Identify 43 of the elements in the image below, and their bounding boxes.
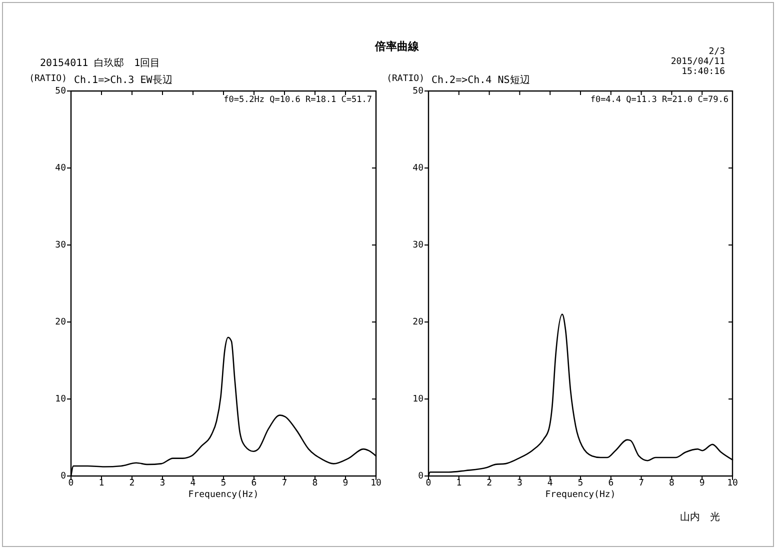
y-tick-label: 10 (55, 394, 66, 404)
y-tick-label: 50 (412, 86, 424, 96)
x-tick-label: 6 (251, 478, 257, 488)
y-tick-label: 40 (55, 163, 66, 174)
y-tick-label: 0 (418, 471, 424, 482)
x-tick-label: 0 (68, 478, 74, 488)
annotation: f0=5.2Hz Q=10.6 R=18.1 C=51.7 (224, 95, 372, 106)
text: 2015/04/11 (670, 57, 725, 68)
x-tick-label: 8 (312, 478, 318, 488)
x-tick-label: 9 (699, 478, 705, 488)
x-tick-label: 10 (727, 478, 738, 488)
x-axis-title: Frequency(Hz) (188, 490, 259, 500)
x-tick-label: 9 (342, 478, 348, 488)
text: 山内 光 (680, 510, 720, 523)
x-tick-label: 4 (190, 478, 196, 488)
x-tick-label: 7 (638, 478, 644, 488)
x-tick-label: 4 (547, 478, 553, 488)
y-axis-title: (RATIO) (29, 74, 67, 84)
x-tick-label: 2 (486, 478, 492, 488)
y-tick-label: 0 (60, 471, 66, 482)
y-tick-label: 30 (412, 240, 424, 250)
x-tick-label: 5 (578, 478, 584, 488)
text: 20154011 白玖邸 1回目 (40, 56, 160, 69)
x-axis-title: Frequency(Hz) (545, 490, 616, 500)
y-tick-label: 10 (412, 394, 424, 404)
annotation: f0=4.4 Q=11.3 R=21.0 C=79.6 (590, 95, 728, 106)
chart-title: Ch.1=>Ch.3 EW長辺 (74, 74, 172, 86)
x-tick-label: 3 (516, 478, 522, 488)
chart-title: Ch.2=>Ch.4 NS短辺 (432, 74, 530, 86)
y-tick-label: 20 (55, 317, 66, 328)
x-tick-label: 0 (426, 478, 432, 488)
y-axis-title: (RATIO) (386, 74, 424, 84)
y-tick-label: 40 (412, 163, 424, 174)
x-tick-label: 5 (220, 478, 226, 488)
x-tick-label: 10 (370, 478, 382, 488)
y-tick-label: 50 (55, 86, 66, 96)
text: 倍率曲線 (374, 40, 420, 54)
x-tick-label: 6 (608, 478, 614, 488)
y-tick-label: 30 (55, 240, 66, 250)
y-tick-label: 20 (412, 317, 424, 328)
text: 15:40:16 (682, 67, 725, 78)
text: 2/3 (708, 47, 725, 58)
x-tick-label: 8 (668, 478, 674, 488)
